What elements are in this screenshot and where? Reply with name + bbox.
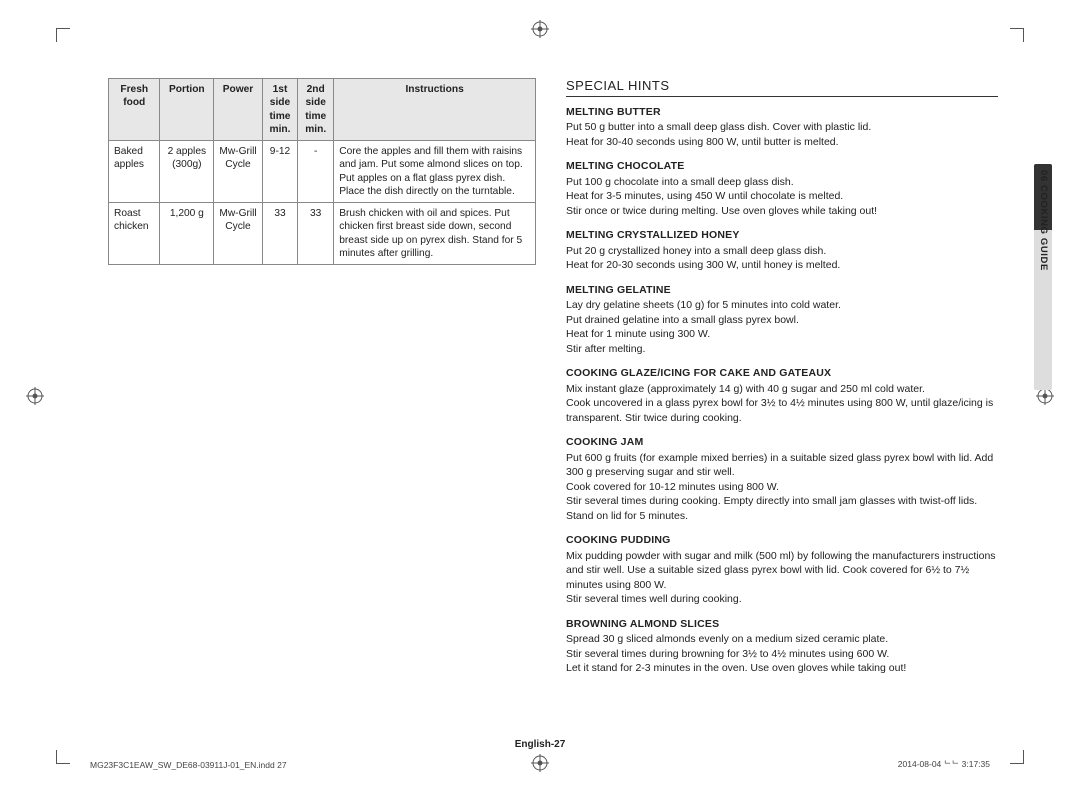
hint-heading: MELTING CHOCOLATE bbox=[566, 159, 998, 173]
table-header: Fresh food bbox=[109, 79, 160, 141]
hint-block: COOKING GLAZE/ICING FOR CAKE AND GATEAUX… bbox=[566, 366, 998, 425]
crop-mark bbox=[56, 750, 70, 764]
hint-body: Lay dry gelatine sheets (10 g) for 5 min… bbox=[566, 298, 998, 356]
page: Fresh foodPortionPower1st sidetimemin.2n… bbox=[0, 0, 1080, 792]
hint-heading: COOKING GLAZE/ICING FOR CAKE AND GATEAUX bbox=[566, 366, 998, 380]
table-cell: Roast chicken bbox=[109, 203, 160, 265]
hint-body: Put 600 g fruits (for example mixed berr… bbox=[566, 451, 998, 523]
hint-body: Spread 30 g sliced almonds evenly on a m… bbox=[566, 632, 998, 675]
table-cell: 1,200 g bbox=[160, 203, 214, 265]
hint-heading: COOKING PUDDING bbox=[566, 533, 998, 547]
table-header: 1st sidetimemin. bbox=[262, 79, 297, 141]
hint-block: BROWNING ALMOND SLICESSpread 30 g sliced… bbox=[566, 617, 998, 676]
hint-body: Put 20 g crystallized honey into a small… bbox=[566, 244, 998, 273]
hint-body: Mix pudding powder with sugar and milk (… bbox=[566, 549, 998, 607]
table-header: Power bbox=[214, 79, 263, 141]
registration-mark-icon bbox=[531, 754, 549, 772]
table-header: Instructions bbox=[334, 79, 536, 141]
table-cell: Baked apples bbox=[109, 141, 160, 203]
hint-body: Put 100 g chocolate into a small deep gl… bbox=[566, 175, 998, 218]
hint-heading: BROWNING ALMOND SLICES bbox=[566, 617, 998, 631]
section-tab-label: 06 COOKING GUIDE bbox=[1038, 170, 1049, 271]
registration-mark-icon bbox=[26, 387, 44, 405]
table-cell: Mw-Grill Cycle bbox=[214, 141, 263, 203]
table-cell: Core the apples and fill them with raisi… bbox=[334, 141, 536, 203]
section-title: SPECIAL HINTS bbox=[566, 78, 998, 97]
hint-block: COOKING PUDDING Mix pudding powder with s… bbox=[566, 533, 998, 606]
hint-block: MELTING GELATINELay dry gelatine sheets … bbox=[566, 283, 998, 356]
hint-block: MELTING CHOCOLATE Put 100 g chocolate int… bbox=[566, 159, 998, 218]
footer-filename: MG23F3C1EAW_SW_DE68-03911J-01_EN.indd 27 bbox=[90, 760, 287, 770]
left-column: Fresh foodPortionPower1st sidetimemin.2n… bbox=[108, 78, 536, 722]
cooking-table: Fresh foodPortionPower1st sidetimemin.2n… bbox=[108, 78, 536, 265]
table-cell: Mw-Grill Cycle bbox=[214, 203, 263, 265]
hint-block: COOKING JAM Put 600 g fruits (for example… bbox=[566, 435, 998, 523]
crop-mark bbox=[56, 28, 70, 42]
table-cell: 2 apples (300g) bbox=[160, 141, 214, 203]
crop-mark bbox=[1010, 750, 1024, 764]
table-header: 2nd sidetimemin. bbox=[298, 79, 334, 141]
table-cell: 33 bbox=[298, 203, 334, 265]
hint-block: MELTING BUTTERPut 50 g butter into a sma… bbox=[566, 105, 998, 149]
table-row: Roast chicken1,200 gMw-Grill Cycle3333Br… bbox=[109, 203, 536, 265]
hint-heading: COOKING JAM bbox=[566, 435, 998, 449]
table-header: Portion bbox=[160, 79, 214, 141]
registration-mark-icon bbox=[531, 20, 549, 38]
crop-mark bbox=[1010, 28, 1024, 42]
hint-block: MELTING CRYSTALLIZED HONEY Put 20 g cryst… bbox=[566, 228, 998, 272]
footer-timestamp: 2014-08-04 ᄂᄂ 3:17:35 bbox=[898, 758, 990, 770]
content-area: Fresh foodPortionPower1st sidetimemin.2n… bbox=[108, 78, 998, 722]
table-cell: - bbox=[298, 141, 334, 203]
hint-heading: MELTING CRYSTALLIZED HONEY bbox=[566, 228, 998, 242]
page-number: English-27 bbox=[0, 739, 1080, 750]
table-cell: 33 bbox=[262, 203, 297, 265]
hint-heading: MELTING GELATINE bbox=[566, 283, 998, 297]
hint-heading: MELTING BUTTER bbox=[566, 105, 998, 119]
table-cell: Brush chicken with oil and spices. Put c… bbox=[334, 203, 536, 265]
right-column: 06 COOKING GUIDE SPECIAL HINTS MELTING B… bbox=[566, 78, 998, 722]
table-cell: 9-12 bbox=[262, 141, 297, 203]
hint-body: Put 50 g butter into a small deep glass … bbox=[566, 120, 998, 149]
table-row: Baked apples2 apples (300g)Mw-Grill Cycl… bbox=[109, 141, 536, 203]
hint-body: Mix instant glaze (approximately 14 g) w… bbox=[566, 382, 998, 425]
